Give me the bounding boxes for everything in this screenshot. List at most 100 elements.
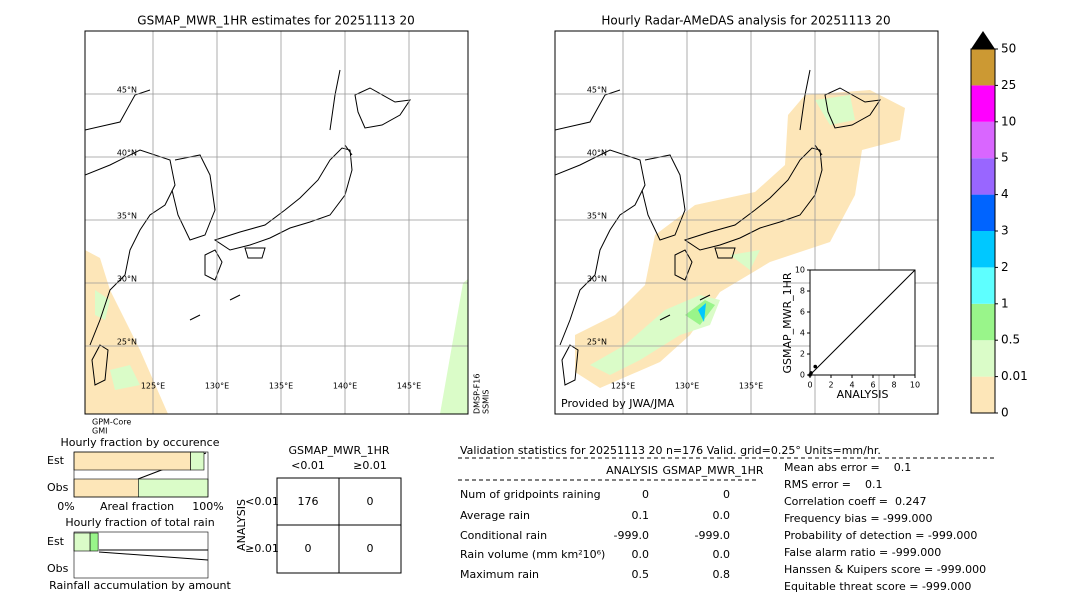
colorbar: 0 0.01 0.5 1 2 3 4 5 10 25 50 [970, 31, 1028, 420]
x-axis-label: ANALYSIS [837, 388, 889, 401]
y-tick-label: 4 [800, 329, 805, 338]
score: RMS error = 0.1 [784, 478, 882, 491]
lat-label: 40°N [117, 149, 137, 158]
x-tick-label: 8 [891, 381, 896, 390]
colorbar-segment [971, 158, 995, 195]
rain-area [440, 279, 468, 414]
bar [190, 451, 205, 471]
right-map: Hourly Radar-AMeDAS analysis for 2025111… [554, 14, 939, 415]
x-tick-label: 6 [870, 381, 875, 390]
colorbar-label: 4 [1001, 187, 1009, 201]
rain-area [815, 95, 855, 125]
y-tick-label: 6 [800, 308, 805, 317]
y-tick-label: 10 [795, 266, 805, 275]
colorbar-extend [971, 31, 995, 49]
cell: 0.0 [713, 548, 731, 561]
bar [89, 532, 99, 552]
col-header: ANALYSIS [606, 464, 658, 477]
colorbar-label: 25 [1001, 78, 1016, 92]
lat-label: 35°N [587, 212, 607, 221]
x-label: Areal fraction [100, 500, 174, 513]
rain-area [95, 290, 110, 320]
connector [98, 551, 209, 561]
lat-label: 30°N [587, 275, 607, 284]
cell: -999.0 [614, 529, 649, 542]
score: Correlation coeff = 0.247 [784, 495, 926, 508]
rain-area [730, 250, 760, 270]
sensor: DMSP-F16 [473, 374, 482, 414]
row-label: Est [47, 535, 65, 548]
table-title: GSMAP_MWR_1HR [288, 444, 389, 457]
sensor: GMI [92, 427, 107, 436]
sensor: GPM-Core [92, 418, 131, 427]
lat-label: 30°N [117, 275, 137, 284]
map-title: GSMAP_MWR_1HR estimates for 20251113 20 [137, 14, 414, 28]
colorbar-segment [971, 194, 995, 231]
colorbar-label: 5 [1001, 151, 1009, 165]
lon-label: 130°E [205, 382, 229, 391]
colorbar-label: 3 [1001, 224, 1009, 238]
lon-label: 145°E [397, 382, 421, 391]
x-tick-label: 0 [807, 381, 812, 390]
map-title: Hourly Radar-AMeDAS analysis for 2025111… [601, 14, 890, 28]
chart-title: Hourly fraction of total rain [65, 516, 214, 529]
rain-area [575, 90, 905, 388]
lon-label: 125°E [611, 382, 635, 391]
axes-frame [73, 531, 209, 579]
col-header: ≥0.01 [353, 459, 387, 472]
axes-frame [73, 451, 209, 498]
lat-label: 25°N [117, 338, 137, 347]
bar [73, 478, 139, 498]
colorbar-segment [971, 376, 995, 413]
colorbar-segment [971, 85, 995, 122]
cell: 0 [367, 495, 374, 508]
score: Mean abs error = 0.1 [784, 461, 911, 474]
y-tick-label: 0 [800, 371, 805, 380]
colorbar-label: 10 [1001, 114, 1016, 128]
cell: 0 [723, 488, 730, 501]
colorbar-label: 0.5 [1001, 333, 1020, 347]
lat-label: 35°N [117, 212, 137, 221]
lon-label: 130°E [675, 382, 699, 391]
lat-label: 45°N [587, 86, 607, 95]
row-label: Est [47, 454, 65, 467]
score: Frequency bias = -999.000 [784, 512, 933, 525]
score: False alarm ratio = -999.000 [784, 546, 941, 559]
row-label: Obs [47, 481, 69, 494]
lon-label: 135°E [269, 382, 293, 391]
map-frame [554, 30, 939, 415]
chart-title: Hourly fraction by occurence [61, 436, 220, 449]
row-header: ≥0.01 [245, 542, 279, 555]
lon-label: 125°E [141, 382, 165, 391]
score: Probability of detection = -999.000 [784, 529, 977, 542]
stats-header: Validation statistics for 20251113 20 n=… [460, 444, 881, 457]
credit: Provided by JWA/JMA [561, 397, 675, 410]
point [809, 371, 813, 375]
colorbar-segment [971, 231, 995, 268]
y-tick-label: 2 [800, 350, 805, 359]
bar [138, 478, 209, 498]
cell: 0.0 [632, 548, 650, 561]
cell: 0.1 [632, 509, 650, 522]
lat-label: 40°N [587, 149, 607, 158]
col-header: <0.01 [291, 459, 325, 472]
cell: 0.0 [713, 509, 731, 522]
cell: 0.8 [713, 568, 731, 581]
lon-label: 140°E [333, 382, 357, 391]
score: Hanssen & Kuipers score = -999.000 [784, 563, 986, 576]
cell: -999.0 [695, 529, 730, 542]
x-tick-label: 2 [828, 381, 833, 390]
map-frame [84, 30, 469, 415]
x-tick-label: 4 [849, 381, 854, 390]
colorbar-label: 1 [1001, 296, 1009, 310]
left-map: GSMAP_MWR_1HR estimates for 20251113 20 [84, 14, 469, 415]
cell: 0.5 [632, 568, 650, 581]
row-label: Obs [47, 562, 69, 575]
row-header: <0.01 [245, 495, 279, 508]
colorbar-segment [971, 49, 995, 86]
cell: 0 [642, 488, 649, 501]
colorbar-label: 0.01 [1001, 369, 1028, 383]
colorbar-label: 2 [1001, 260, 1009, 274]
x-label: 100% [192, 500, 223, 513]
